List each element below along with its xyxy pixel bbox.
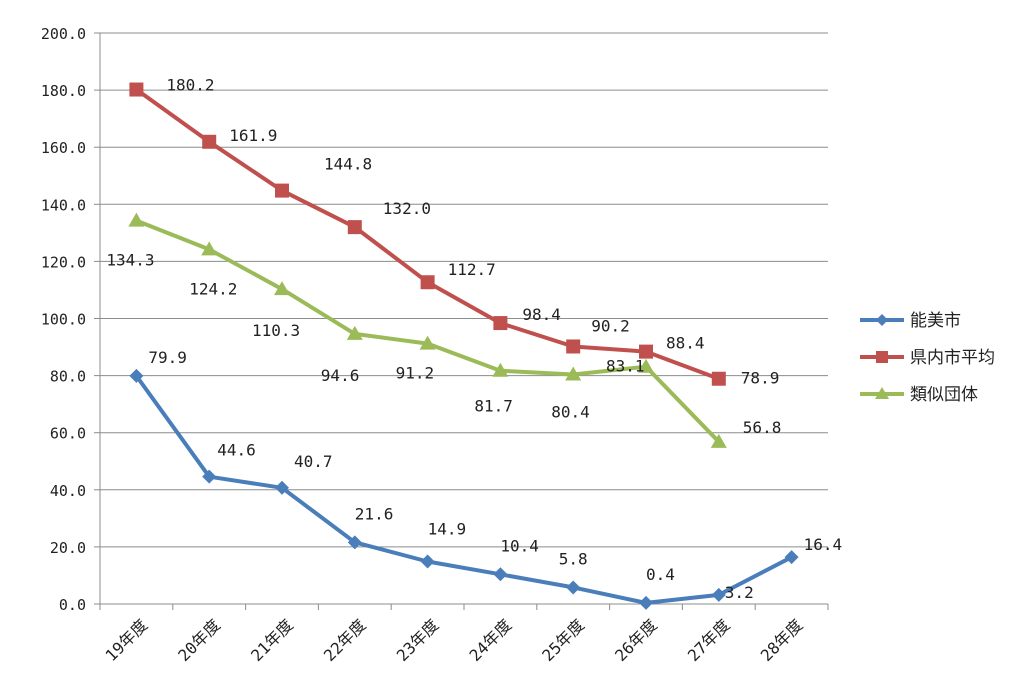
data-label: 16.4	[804, 535, 843, 554]
data-label: 124.2	[189, 279, 237, 298]
data-label: 3.2	[725, 583, 754, 602]
x-tick-label: 25年度	[538, 615, 588, 665]
legend-label: 県内市平均	[910, 348, 995, 368]
data-point	[129, 82, 144, 97]
data-label: 56.8	[743, 418, 782, 437]
data-label: 10.4	[500, 536, 539, 555]
data-point	[202, 469, 217, 484]
data-label: 180.2	[166, 76, 214, 95]
y-tick-label: 120.0	[41, 253, 86, 271]
data-point	[493, 567, 508, 582]
y-tick-label: 100.0	[41, 311, 86, 329]
data-point	[420, 275, 435, 290]
data-label: 78.9	[741, 369, 780, 388]
data-point	[711, 371, 726, 386]
x-tick-label: 20年度	[174, 615, 224, 665]
y-tick-label: 80.0	[50, 368, 86, 386]
x-tick-label: 21年度	[247, 615, 297, 665]
data-label: 110.3	[252, 321, 300, 340]
data-label: 134.3	[106, 251, 154, 270]
data-label: 88.4	[666, 334, 705, 353]
y-tick-label: 180.0	[41, 82, 86, 100]
data-point	[566, 339, 581, 354]
x-tick-label: 27年度	[684, 615, 734, 665]
legend-marker	[876, 351, 888, 363]
data-point	[492, 362, 509, 377]
data-point	[639, 595, 653, 610]
data-label: 94.6	[321, 366, 360, 385]
data-point	[129, 368, 144, 383]
data-point	[347, 220, 362, 235]
legend-marker	[875, 387, 889, 399]
x-tick-label: 23年度	[393, 615, 443, 665]
y-tick-label: 140.0	[41, 196, 86, 214]
y-tick-label: 160.0	[41, 139, 86, 157]
data-point	[346, 325, 363, 340]
series-line	[135, 87, 720, 381]
series-line	[135, 218, 721, 444]
data-point	[202, 134, 217, 149]
data-label: 83.1	[606, 357, 645, 376]
data-point	[419, 335, 436, 350]
x-tick-label: 28年度	[757, 615, 807, 665]
data-point	[639, 344, 653, 359]
data-point	[784, 550, 799, 565]
data-label: 80.4	[551, 402, 590, 421]
data-label: 98.4	[522, 305, 561, 324]
data-label: 90.2	[591, 316, 630, 335]
legend-marker	[876, 314, 888, 326]
data-point	[274, 281, 290, 296]
data-point	[638, 358, 654, 373]
x-tick-label: 24年度	[466, 615, 516, 665]
data-point	[420, 554, 435, 569]
data-point	[275, 183, 289, 198]
series-line	[134, 374, 793, 605]
data-label: 91.2	[396, 364, 435, 383]
y-tick-label: 40.0	[50, 482, 86, 500]
x-tick-label: 22年度	[320, 615, 370, 665]
data-point	[710, 433, 727, 448]
data-label: 5.8	[559, 549, 588, 568]
data-label: 14.9	[428, 519, 467, 538]
x-tick-label: 19年度	[102, 615, 152, 665]
y-tick-label: 20.0	[50, 539, 86, 557]
data-label: 79.9	[148, 348, 187, 367]
data-label: 132.0	[383, 199, 431, 218]
data-label: 112.7	[448, 260, 496, 279]
x-tick-label: 26年度	[611, 615, 661, 665]
data-point	[347, 535, 362, 550]
data-label: 40.7	[294, 452, 333, 471]
y-tick-label: 60.0	[50, 425, 86, 443]
data-label: 44.6	[217, 441, 256, 460]
y-tick-label: 0.0	[59, 596, 86, 614]
data-label: 0.4	[646, 565, 675, 584]
data-label: 144.8	[324, 155, 372, 174]
data-point	[201, 241, 218, 256]
legend-label: 類似団体	[910, 385, 978, 405]
data-point	[711, 587, 726, 602]
data-label: 81.7	[474, 397, 513, 416]
legend-label: 能美市	[910, 311, 961, 331]
data-label: 161.9	[229, 126, 277, 145]
data-point	[565, 366, 582, 381]
data-point	[275, 480, 289, 495]
data-label: 21.6	[355, 504, 394, 523]
y-tick-label: 200.0	[41, 25, 86, 43]
data-point	[566, 580, 581, 595]
data-point	[128, 212, 145, 227]
data-point	[493, 316, 508, 331]
